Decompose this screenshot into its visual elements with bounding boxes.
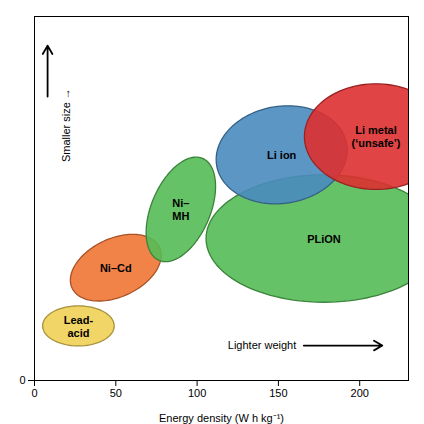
svg-text:50: 50 [110,387,122,399]
svg-text:0: 0 [31,387,37,399]
svg-text:PLiON: PLiON [307,233,341,245]
svg-text:Lead-acid: Lead-acid [64,314,94,339]
svg-text:Ni–MH: Ni–MH [172,197,189,222]
svg-text:150: 150 [269,387,287,399]
svg-text:Energy density (W h kg⁻¹): Energy density (W h kg⁻¹) [159,412,284,424]
svg-text:Li metal(‘unsafe’): Li metal(‘unsafe’) [352,124,401,149]
svg-text:Smaller size →: Smaller size → [60,88,72,162]
svg-text:0: 0 [19,374,25,386]
svg-text:Ni–Cd: Ni–Cd [100,262,132,274]
svg-text:200: 200 [351,387,369,399]
svg-text:Lighter weight: Lighter weight [228,339,297,351]
svg-text:Li ion: Li ion [267,149,297,161]
svg-text:100: 100 [188,387,206,399]
